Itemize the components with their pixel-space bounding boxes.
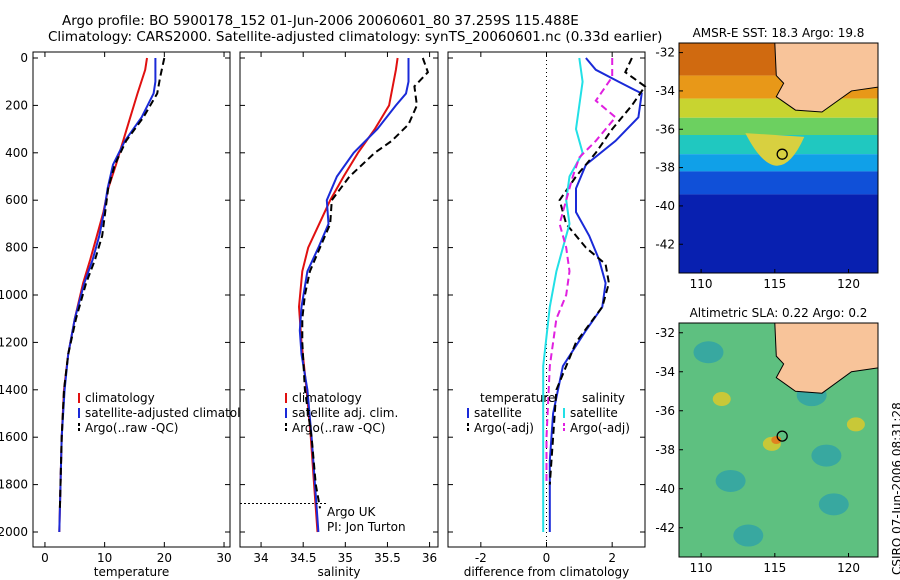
x-tick-label: 30	[216, 551, 231, 565]
map-y-tick-label: -36	[655, 122, 675, 136]
x-tick-label: 35.5	[374, 551, 401, 565]
map-title: AMSR-E SST: 18.3 Argo: 19.8	[693, 26, 865, 40]
x-axis-label: difference from climatology	[464, 565, 630, 579]
sla-blob	[712, 392, 731, 407]
series-line	[545, 58, 617, 485]
sst-band	[679, 98, 878, 118]
y-tick-label: 1200	[0, 335, 28, 349]
plot-frame	[32, 51, 231, 548]
legend-entry: satellite adj. clim.	[292, 406, 398, 420]
series-line	[542, 57, 584, 532]
sla-blob	[733, 524, 764, 547]
x-axis-label: salinity	[317, 565, 360, 579]
y-tick-label: 400	[5, 146, 28, 160]
x-tick-label: 2	[608, 551, 616, 565]
land-mass	[774, 323, 878, 394]
map-y-tick-label: -42	[655, 237, 675, 251]
x-tick-label: 35	[338, 551, 353, 565]
y-tick-label: 800	[5, 241, 28, 255]
sla-blob	[818, 493, 849, 516]
sst-band	[679, 194, 878, 273]
map-x-tick-label: 115	[763, 561, 786, 575]
y-tick-label: 200	[5, 98, 28, 112]
legend-entry: Argo(..raw -QC)	[85, 421, 178, 435]
legend-entry: temperature	[480, 391, 555, 405]
map-frame	[678, 42, 879, 274]
warm-tongue	[745, 133, 805, 166]
float-location-marker	[776, 148, 788, 160]
plot-title-line2: Climatology: CARS2000. Satellite-adjuste…	[48, 29, 663, 45]
y-tick-label: 1600	[0, 430, 28, 444]
profile-panel-1: 0 10 20 30 temperature 0 200 400 600 800 1000 1200 1…	[0, 51, 263, 579]
profile-panel-2: 34 34.5 35 35.5 36 salinity climatologysatelli…	[239, 51, 439, 579]
map-y-tick-label: -40	[655, 482, 675, 496]
map-panel-1: 110 115 120 -32 -34 -36 -38 -40 -42 AMSR-E SST: 1…	[655, 26, 879, 291]
map-y-tick-label: -38	[655, 443, 675, 457]
y-tick-label: 0	[20, 51, 28, 65]
float-location-marker	[776, 430, 788, 442]
map-x-tick-label: 110	[690, 277, 713, 291]
series-line	[548, 57, 647, 485]
map-y-tick-label: -40	[655, 199, 675, 213]
series-line	[58, 57, 166, 509]
series-line	[548, 57, 643, 532]
legend-entry: satellite	[570, 406, 618, 420]
sst-band	[679, 171, 878, 195]
map-frame	[678, 322, 879, 558]
legend-entry: climatology	[292, 391, 362, 405]
plot-title-line1: Argo profile: BO 5900178_152 01-Jun-2006…	[62, 13, 579, 29]
sla-blob	[846, 417, 865, 432]
annotation-text: PI: Jon Turton	[327, 520, 406, 534]
map-y-tick-label: -38	[655, 161, 675, 175]
map-panel-2: 110 115 120 -32 -34 -36 -38 -40 -42 Altimetric SL…	[655, 306, 879, 575]
y-tick-label: 1800	[0, 478, 28, 492]
map-y-tick-label: -32	[655, 326, 675, 340]
y-tick-label: 2000	[0, 525, 28, 539]
legend-entry: Argo(..raw -QC)	[292, 421, 385, 435]
x-tick-label: 0	[543, 551, 551, 565]
sla-blob	[715, 469, 746, 492]
x-tick-label: -2	[475, 551, 487, 565]
x-tick-label: 20	[157, 551, 172, 565]
map-y-tick-label: -34	[655, 84, 675, 98]
map-x-tick-label: 120	[837, 561, 860, 575]
sst-band	[679, 117, 878, 135]
legend-entry: climatology	[85, 391, 155, 405]
legend-entry: Argo(-adj)	[474, 421, 534, 435]
map-x-tick-label: 120	[837, 277, 860, 291]
y-tick-label: 1400	[0, 383, 28, 397]
map-x-tick-label: 110	[690, 561, 713, 575]
sla-blob	[693, 341, 724, 364]
land-mass	[774, 43, 878, 113]
x-tick-label: 34.5	[290, 551, 317, 565]
legend-entry: salinity	[582, 391, 625, 405]
map-x-tick-label: 115	[763, 277, 786, 291]
legend-entry: satellite-adjusted climatology	[85, 406, 263, 420]
plot-frame	[239, 51, 439, 548]
legend-entry: Argo(-adj)	[570, 421, 630, 435]
map-field	[679, 43, 878, 273]
x-tick-label: 0	[41, 551, 49, 565]
x-tick-label: 10	[97, 551, 112, 565]
map-y-tick-label: -42	[655, 521, 675, 535]
map-y-tick-label: -34	[655, 365, 675, 379]
y-tick-label: 1000	[0, 288, 28, 302]
series-line	[301, 57, 430, 509]
sla-blob	[811, 444, 842, 467]
map-title: Altimetric SLA: 0.22 Argo: 0.2	[690, 306, 868, 320]
legend-entry: satellite	[474, 406, 522, 420]
map-y-tick-label: -32	[655, 46, 675, 60]
y-tick-label: 600	[5, 193, 28, 207]
annotation-text: Argo UK	[327, 505, 376, 519]
sla-peak	[771, 436, 782, 444]
series-line	[298, 58, 410, 533]
x-tick-label: 34	[253, 551, 268, 565]
x-tick-label: 36	[422, 551, 437, 565]
map-y-tick-label: -36	[655, 404, 675, 418]
x-axis-label: temperature	[94, 565, 169, 579]
